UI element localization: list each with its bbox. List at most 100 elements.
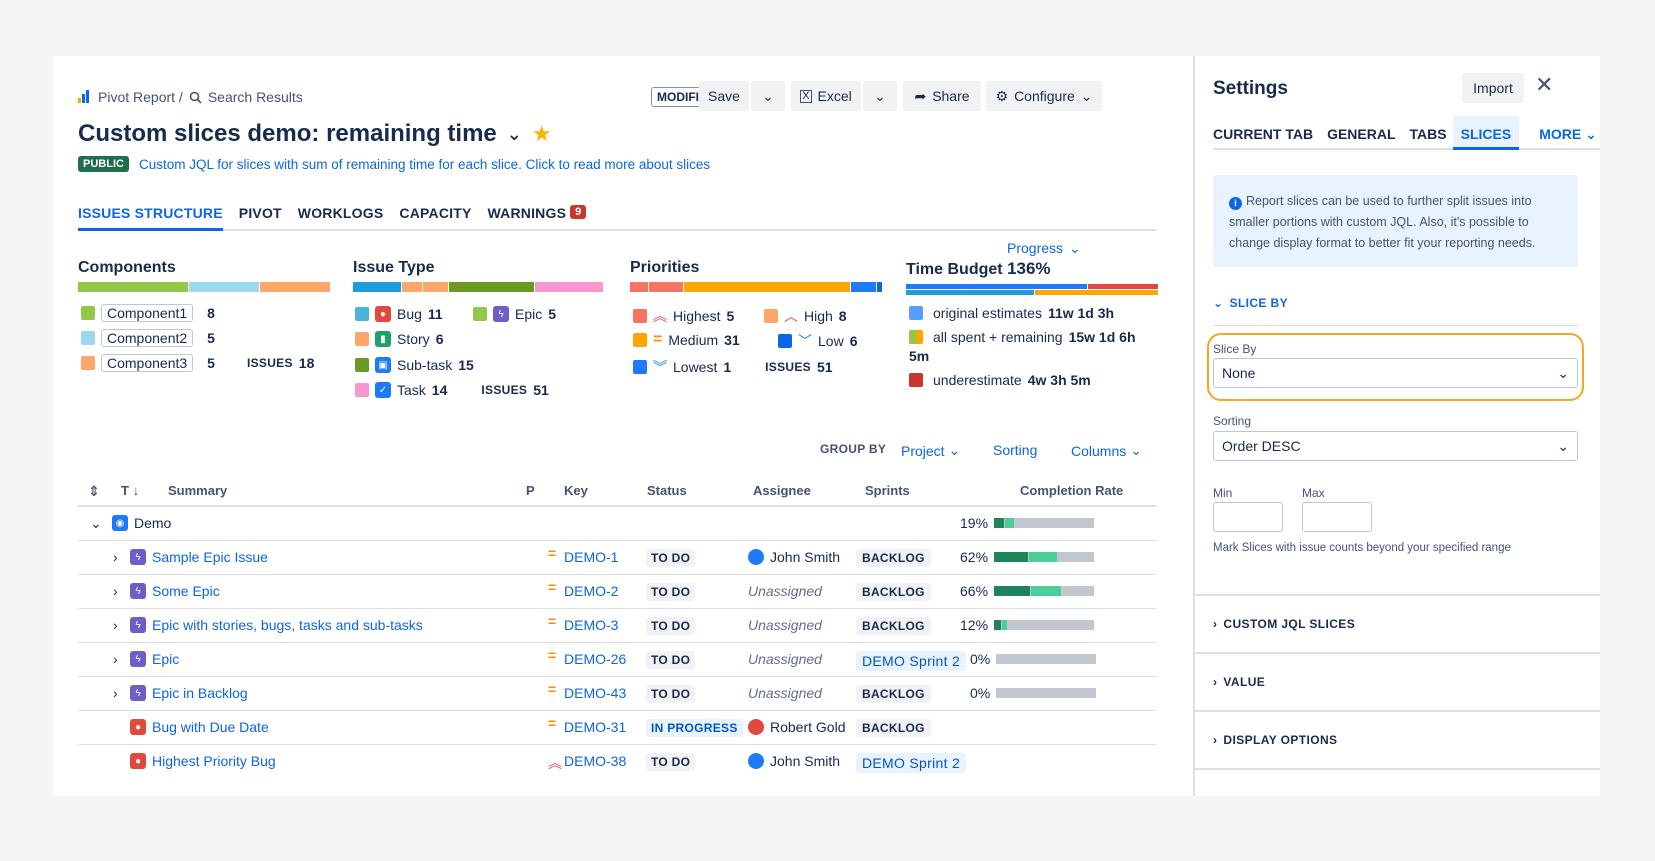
table-row[interactable]: › ϟ Epic = DEMO-26 TO DO Unassigned DEMO … [78,643,1156,677]
excel-dropdown-button[interactable]: ⌄ [863,81,897,111]
medium-priority-icon: = [548,647,557,663]
chevron-down-icon: ⌄ [1080,87,1093,104]
report-title[interactable]: Custom slices demo: remaining time ⌄ ★ [78,120,552,147]
share-button[interactable]: ➦ Share [903,81,981,111]
table-row[interactable]: › ϟ Sample Epic Issue = DEMO-1 TO DO John… [78,541,1156,575]
slice-by-section-toggle[interactable]: ⌄ SLICE BY [1213,296,1289,310]
tab-tabs[interactable]: TABS [1409,126,1447,142]
tab-pivot[interactable]: PIVOT [238,205,282,221]
avatar [748,549,764,565]
report-description-link[interactable]: Custom JQL for slices with sum of remain… [138,156,711,172]
sorting-select[interactable]: Order DESC ⌄ [1213,431,1578,461]
epic-icon: ϟ [493,306,509,322]
chevron-right-icon[interactable]: › [113,651,118,667]
min-input[interactable] [1213,502,1283,532]
range-hint: Mark Slices with issue counts beyond you… [1213,542,1511,554]
list-item[interactable]: ︾ Lowest 1 ISSUES 51 [633,357,833,377]
configure-button[interactable]: ⚙ Configure ⌄ [986,81,1102,111]
list-item: original estimates 11w 1d 3h [909,305,1114,321]
display-options-toggle[interactable]: › DISPLAY OPTIONS [1213,733,1338,747]
list-item[interactable]: ▣ Sub-task 15 [355,357,474,373]
list-item[interactable]: ● Bug 11 [355,306,443,322]
list-item[interactable]: ▮ Story 6 [355,331,443,347]
save-button[interactable]: Save [699,81,749,111]
custom-jql-slices-toggle[interactable]: › CUSTOM JQL SLICES [1213,617,1356,631]
list-item[interactable]: ︽ Highest 5 [633,306,734,326]
group-by-select[interactable]: Project ⌄ [901,442,961,459]
avatar [748,753,764,769]
column-header-status[interactable]: Status [647,483,687,498]
medium-priority-icon: = [548,613,557,629]
chevron-right-icon[interactable]: › [113,617,118,633]
chevron-down-icon: ⌄ [948,442,961,458]
table-row[interactable]: ● Bug with Due Date = DEMO-31 IN PROGRESS… [78,711,1156,745]
progress-toggle[interactable]: Progress ⌄ [1007,240,1081,256]
chevron-down-icon[interactable]: ⌄ [90,515,102,531]
max-input[interactable] [1302,502,1372,532]
close-icon[interactable]: ✕ [1535,72,1554,97]
chevron-down-icon: ⌄ [1130,442,1142,458]
star-icon[interactable]: ★ [531,121,552,146]
columns-button[interactable]: Columns ⌄ [1071,442,1142,459]
time-budget-summary: Time Budget 136% [906,259,1158,295]
list-item[interactable]: Component3 5 ISSUES 18 [81,354,314,372]
medium-priority-icon: = [548,715,557,731]
medium-priority-icon: = [548,579,557,595]
list-item[interactable]: Component2 5 [81,329,215,347]
tab-issues-structure[interactable]: ISSUES STRUCTURE [78,196,223,231]
section-divider [1195,768,1600,770]
table-row[interactable]: › ϟ Epic with stories, bugs, tasks and su… [78,609,1156,643]
slice-by-select[interactable]: None ⌄ [1213,358,1578,388]
sorting-button[interactable]: Sorting [993,442,1038,458]
column-header-completion[interactable]: Completion Rate [1020,483,1124,498]
highest-priority-icon: ︽ [653,308,667,324]
bug-icon: ● [130,753,146,769]
column-header-p[interactable]: P [526,483,535,498]
list-item[interactable]: ϟ Epic 5 [473,306,556,322]
low-priority-icon: ﹀ [798,333,812,349]
table-row[interactable]: ⌄ ◉ Demo 19% [78,507,1156,541]
chevron-right-icon[interactable]: › [113,685,118,701]
save-dropdown-button[interactable]: ⌄ [751,81,785,111]
table-header [78,473,1156,507]
section-divider [1195,652,1600,654]
column-header-assignee[interactable]: Assignee [753,483,811,498]
list-item[interactable]: = Medium 31 [633,331,740,349]
excel-button[interactable]: X Excel [791,81,861,111]
table-row[interactable]: › ϟ Epic in Backlog = DEMO-43 TO DO Unass… [78,677,1156,711]
warnings-count-badge: 9 [570,205,587,219]
value-toggle[interactable]: › VALUE [1213,675,1266,689]
expand-all-icon[interactable]: ⇕ [88,483,100,499]
gear-icon: ⚙ [995,87,1009,104]
pivot-report-icon [78,90,92,104]
tab-capacity[interactable]: CAPACITY [399,205,472,221]
chevron-right-icon[interactable]: › [113,549,118,565]
priorities-bar [630,282,882,292]
section-divider [1195,710,1600,712]
import-button[interactable]: Import [1462,73,1524,103]
breadcrumb: Pivot Report / Search Results [78,89,303,105]
panel-divider [1193,56,1195,796]
chevron-down-icon[interactable]: ⌄ [506,123,522,144]
column-header-summary[interactable]: Summary [168,483,228,498]
tab-current-tab[interactable]: CURRENT TAB [1213,126,1314,142]
chevron-right-icon: › [1213,617,1218,631]
tab-warnings[interactable]: WARNINGS 9 [488,196,587,231]
list-item[interactable]: Component1 8 [81,304,215,322]
tab-worklogs[interactable]: WORKLOGS [297,205,384,221]
table-row[interactable]: › ϟ Some Epic = DEMO-2 TO DO Unassigned B… [78,575,1156,609]
list-item[interactable]: ﹀ Low 6 [778,331,857,351]
breadcrumb-root[interactable]: Pivot Report / [98,89,183,105]
tab-general[interactable]: GENERAL [1327,126,1396,142]
column-header-key[interactable]: Key [564,483,588,498]
list-item[interactable]: ︿ High 8 [764,306,847,326]
tab-more[interactable]: MORE ⌄ [1539,126,1597,142]
chevron-right-icon[interactable]: › [113,583,118,599]
time-budget-bar [906,284,1158,295]
tab-slices[interactable]: SLICES [1452,116,1520,150]
list-item[interactable]: ✓ Task 14 ISSUES 51 [355,382,549,398]
column-header-t[interactable]: T ↓ [121,483,140,498]
table-row[interactable]: ● Highest Priority Bug ︽ DEMO-38 TO DO Jo… [78,745,1156,779]
column-header-sprints[interactable]: Sprints [865,483,910,498]
breadcrumb-current[interactable]: Search Results [207,89,303,105]
